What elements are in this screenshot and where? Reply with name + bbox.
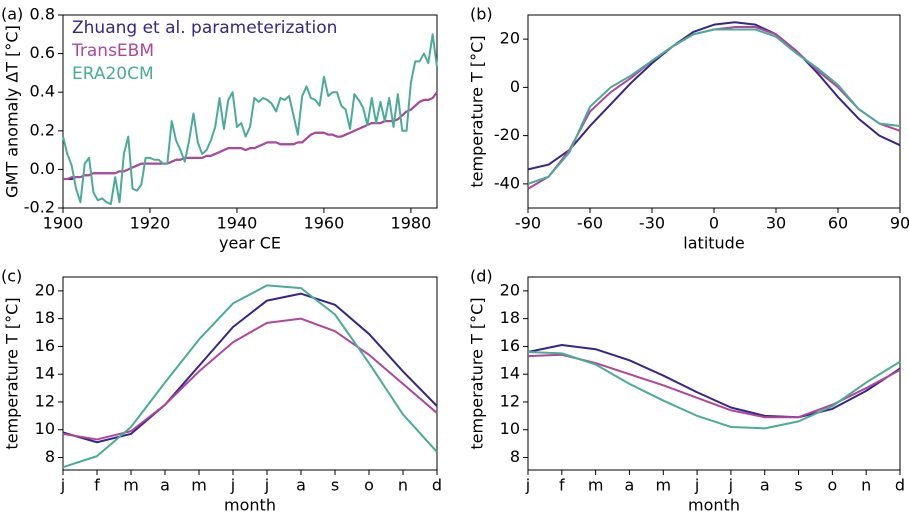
x-tick-label: m — [588, 476, 604, 495]
y-tick-label: 20 — [500, 280, 520, 299]
x-tick-label: 1980 — [391, 214, 432, 233]
series-line — [527, 350, 901, 430]
series-line — [527, 344, 901, 419]
x-tick-label: 30 — [766, 214, 786, 233]
y-tick-label: 14 — [500, 364, 520, 383]
y-tick-label: 0.2 — [30, 120, 55, 139]
x-axis-label: month — [688, 496, 740, 515]
y-tick-label: 0.4 — [30, 82, 55, 101]
x-tick-label: j — [525, 476, 530, 495]
panel-label: (b) — [470, 5, 493, 24]
y-tick-label: 8 — [45, 447, 55, 466]
x-tick-label: -60 — [577, 214, 603, 233]
y-tick-label: 8 — [510, 447, 520, 466]
x-tick-label: d — [895, 476, 905, 495]
x-tick-label: 1900 — [43, 214, 84, 233]
x-tick-label: 1960 — [304, 214, 345, 233]
y-tick-label: 0 — [510, 77, 520, 96]
y-axis-label: temperature T [°C] — [468, 297, 487, 449]
x-tick-label: s — [794, 476, 802, 495]
y-tick-label: 20 — [35, 280, 55, 299]
series-line — [527, 26, 901, 190]
x-tick-label: m — [191, 476, 207, 495]
y-tick-label: 0.6 — [30, 43, 55, 62]
x-tick-label: j — [60, 476, 65, 495]
x-tick-label: o — [827, 476, 837, 495]
legend-entry: Zhuang et al. parameterization — [72, 18, 337, 38]
panel-label: (a) — [1, 5, 23, 24]
series-line — [62, 292, 438, 444]
y-tick-label: 0.0 — [30, 159, 55, 178]
x-tick-label: m — [655, 476, 671, 495]
x-tick-label: o — [364, 476, 374, 495]
x-tick-label: 90 — [890, 214, 909, 233]
x-tick-label: -30 — [639, 214, 665, 233]
y-tick-label: 16 — [500, 336, 520, 355]
panel-label: (d) — [470, 267, 493, 286]
y-tick-label: -20 — [494, 125, 520, 144]
y-tick-label: 12 — [500, 391, 520, 410]
x-tick-label: j — [694, 476, 699, 495]
x-tick-label: 0 — [709, 214, 719, 233]
y-tick-label: 14 — [35, 364, 55, 383]
y-tick-label: -40 — [494, 173, 520, 192]
axes-frame — [62, 14, 438, 209]
axes-frame — [527, 14, 901, 209]
x-tick-label: j — [264, 476, 269, 495]
axes-frame — [62, 276, 438, 471]
y-tick-label: -0.2 — [24, 198, 55, 217]
y-tick-label: 10 — [500, 419, 520, 438]
y-axis-label: temperature T [°C] — [3, 297, 22, 449]
series-line — [62, 284, 438, 469]
x-tick-label: a — [160, 476, 170, 495]
y-tick-label: 16 — [35, 336, 55, 355]
axes-frame — [527, 276, 901, 471]
x-tick-label: s — [331, 476, 339, 495]
y-tick-label: 20 — [500, 29, 520, 48]
x-tick-label: j — [728, 476, 733, 495]
y-tick-label: 18 — [35, 308, 55, 327]
x-tick-label: a — [625, 476, 635, 495]
panel-label: (c) — [1, 267, 22, 286]
series-line — [62, 317, 438, 441]
x-tick-label: 1940 — [217, 214, 258, 233]
series-line — [527, 353, 901, 419]
x-tick-label: n — [861, 476, 871, 495]
series-line — [527, 28, 901, 185]
y-tick-label: 0.8 — [30, 5, 55, 24]
x-tick-label: f — [94, 476, 100, 495]
x-tick-label: n — [398, 476, 408, 495]
y-tick-label: 12 — [35, 391, 55, 410]
x-tick-label: m — [123, 476, 139, 495]
series-line — [63, 91, 438, 181]
x-axis-label: month — [224, 496, 276, 515]
series-line — [527, 21, 901, 171]
y-axis-label: temperature T [°C] — [468, 35, 487, 187]
legend-entry: ERA20CM — [72, 64, 154, 84]
x-axis-label: year CE — [219, 234, 281, 253]
y-tick-label: 18 — [500, 308, 520, 327]
legend-entry: TransEBM — [71, 41, 154, 61]
y-axis-label: GMT anomaly ΔT [°C] — [3, 25, 22, 198]
series-line — [62, 33, 438, 206]
x-tick-label: f — [559, 476, 565, 495]
x-tick-label: -90 — [515, 214, 541, 233]
x-tick-label: 60 — [828, 214, 848, 233]
x-tick-label: j — [230, 476, 235, 495]
x-axis-label: latitude — [683, 234, 744, 253]
x-tick-label: 1920 — [130, 214, 171, 233]
x-tick-label: a — [760, 476, 770, 495]
x-tick-label: a — [296, 476, 306, 495]
y-tick-label: 10 — [35, 419, 55, 438]
x-tick-label: d — [432, 476, 442, 495]
